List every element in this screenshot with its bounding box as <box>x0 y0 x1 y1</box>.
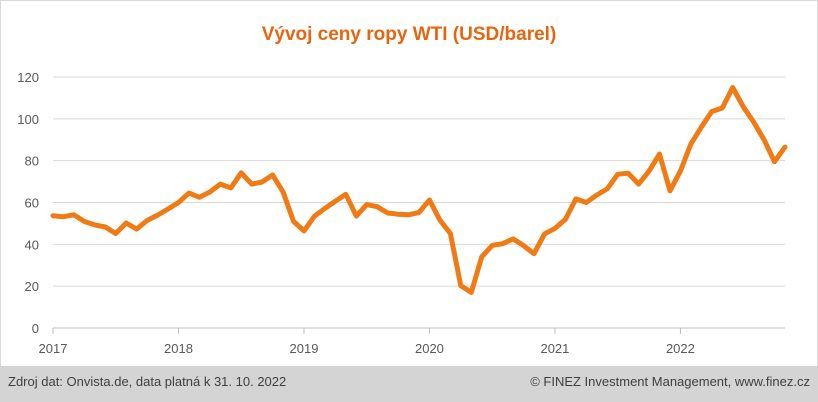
y-tick-label: 20 <box>25 279 39 294</box>
chart-title: Vývoj ceny ropy WTI (USD/barel) <box>261 24 557 45</box>
x-axis-ticks: 2017 2018 2019 2020 2021 2022 <box>39 328 695 356</box>
y-tick-label: 100 <box>17 112 39 127</box>
y-tick-label: 80 <box>25 154 39 169</box>
series-layer <box>50 85 788 295</box>
y-tick-label: 120 <box>17 70 39 85</box>
x-tick-label: 2020 <box>415 341 444 356</box>
footer-copyright: © FINEZ Investment Management, www.finez… <box>530 374 810 389</box>
y-axis-ticks: 0 20 40 60 80 100 120 <box>17 70 39 336</box>
gridlines <box>53 76 785 329</box>
y-tick-label: 0 <box>32 321 39 336</box>
x-tick-label: 2017 <box>39 341 68 356</box>
x-tick-label: 2022 <box>666 341 695 356</box>
x-tick-label: 2021 <box>540 341 569 356</box>
footer-source: Zdroj dat: Onvista.de, data platná k 31.… <box>8 374 287 389</box>
y-tick-label: 60 <box>25 196 39 211</box>
line-chart: 0 20 40 60 80 100 120 2017 2018 2019 2020 2021 2022 <box>17 70 788 356</box>
y-tick-label: 40 <box>25 237 39 252</box>
footer-bar: Zdroj dat: Onvista.de, data platná k 31.… <box>0 366 818 402</box>
x-tick-label: 2018 <box>164 341 193 356</box>
series-line-0 <box>50 85 788 295</box>
x-tick-label: 2019 <box>290 341 319 356</box>
